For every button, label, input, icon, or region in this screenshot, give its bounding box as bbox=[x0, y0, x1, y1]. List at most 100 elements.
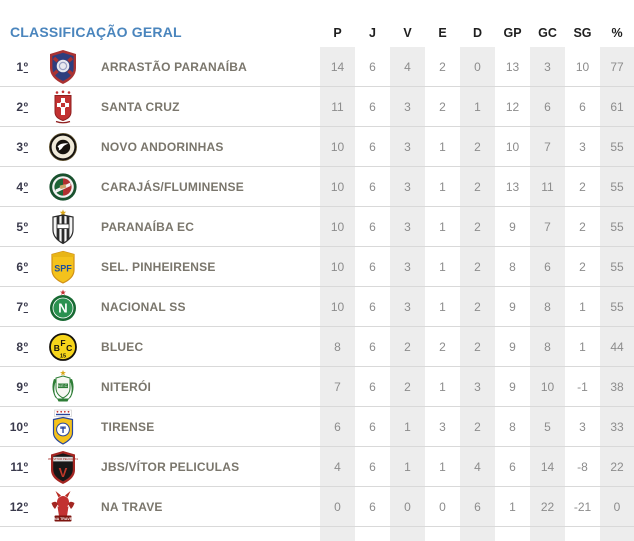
stat-j: 6 bbox=[369, 259, 376, 274]
stat-pct: 55 bbox=[600, 207, 634, 246]
stat-gp: 9 bbox=[509, 219, 516, 234]
stat-gc: 22 bbox=[530, 487, 565, 526]
stat-gc: 7 bbox=[530, 127, 565, 166]
stat-p: 4 bbox=[320, 447, 355, 486]
stat-j: 6 bbox=[369, 139, 376, 154]
stat-gc: 11 bbox=[530, 167, 565, 206]
stat-gp: 9 bbox=[509, 339, 516, 354]
table-footer-strip bbox=[0, 527, 634, 541]
team-name: SANTA CRUZ bbox=[101, 99, 180, 114]
svg-text:15: 15 bbox=[59, 353, 65, 359]
stat-p: 10 bbox=[320, 127, 355, 166]
stat-j: 6 bbox=[369, 499, 376, 514]
stat-sg: -1 bbox=[577, 379, 588, 394]
column-header-gc: GC bbox=[538, 26, 557, 40]
stat-pct: 0 bbox=[600, 487, 634, 526]
stat-v: 3 bbox=[390, 207, 425, 246]
stat-pct: 55 bbox=[600, 247, 634, 286]
column-header-gp: GP bbox=[503, 26, 522, 40]
stat-gp: 9 bbox=[509, 379, 516, 394]
column-header-v: V bbox=[403, 26, 412, 40]
stat-gp: 12 bbox=[505, 99, 520, 114]
column-header-d: D bbox=[472, 26, 483, 40]
stat-v: 3 bbox=[390, 87, 425, 126]
tirense-crest: T bbox=[30, 407, 95, 446]
column-header-p: P bbox=[333, 26, 342, 40]
svg-text:F: F bbox=[60, 338, 65, 348]
stat-sg: 2 bbox=[579, 259, 586, 274]
stat-p: 10 bbox=[320, 287, 355, 326]
svg-text:V: V bbox=[58, 465, 67, 480]
stat-pct: 55 bbox=[600, 287, 634, 326]
column-header-e: E bbox=[438, 26, 447, 40]
stat-d: 4 bbox=[460, 447, 495, 486]
stat-gp: 8 bbox=[509, 419, 516, 434]
column-header-pct: % bbox=[611, 26, 623, 40]
stat-pct: 55 bbox=[600, 127, 634, 166]
stat-p: 11 bbox=[320, 87, 355, 126]
team-name: PARANAÍBA EC bbox=[101, 219, 195, 234]
table-row: 12 º NA TRAVE NA TRAVE 0 6 0 0 6 1 22 -21… bbox=[0, 487, 634, 527]
stat-d: 3 bbox=[460, 367, 495, 406]
stat-gc: 6 bbox=[530, 247, 565, 286]
stat-e: 1 bbox=[439, 379, 446, 394]
stat-pct: 33 bbox=[600, 407, 634, 446]
stat-v: 3 bbox=[390, 127, 425, 166]
stat-v: 3 bbox=[390, 247, 425, 286]
stat-gc: 5 bbox=[530, 407, 565, 446]
stat-d: 2 bbox=[460, 207, 495, 246]
paranaiba-ec-crest bbox=[30, 207, 95, 246]
team-name: BLUEC bbox=[101, 339, 144, 354]
table-title: CLASSIFICAÇÃO GERAL bbox=[10, 24, 182, 40]
stat-pct: 38 bbox=[600, 367, 634, 406]
stat-sg: 2 bbox=[579, 219, 586, 234]
stat-gp: 8 bbox=[509, 259, 516, 274]
stat-pct: 44 bbox=[600, 327, 634, 366]
stat-pct: 61 bbox=[600, 87, 634, 126]
novo-andorinhas-crest bbox=[30, 127, 95, 166]
stat-sg: 10 bbox=[575, 59, 590, 74]
stat-gp: 1 bbox=[509, 499, 516, 514]
stat-d: 0 bbox=[460, 47, 495, 86]
team-name: JBS/VÍTOR PELICULAS bbox=[101, 459, 240, 474]
stat-d: 2 bbox=[460, 407, 495, 446]
stat-e: 2 bbox=[439, 59, 446, 74]
stat-sg: 1 bbox=[579, 299, 586, 314]
team-name: NOVO ANDORINHAS bbox=[101, 139, 224, 154]
stat-e: 1 bbox=[439, 459, 446, 474]
stat-p: 0 bbox=[320, 487, 355, 526]
stat-gp: 6 bbox=[509, 459, 516, 474]
stat-j: 6 bbox=[369, 339, 376, 354]
stat-e: 2 bbox=[439, 339, 446, 354]
svg-text:N.E.C.: N.E.C. bbox=[58, 384, 68, 388]
stat-d: 2 bbox=[460, 287, 495, 326]
stat-e: 1 bbox=[439, 259, 446, 274]
stat-j: 6 bbox=[369, 379, 376, 394]
santa-cruz-crest bbox=[30, 87, 95, 126]
column-header-j: J bbox=[369, 26, 376, 40]
stat-e: 1 bbox=[439, 299, 446, 314]
svg-text:SPF: SPF bbox=[54, 263, 72, 273]
table-row: 10 º T TIRENSE 6 6 1 3 2 8 5 3 33 bbox=[0, 407, 634, 447]
stat-j: 6 bbox=[369, 59, 376, 74]
arrastao-paranaiba-crest bbox=[30, 47, 95, 86]
stat-gc: 8 bbox=[530, 287, 565, 326]
jbs-vitor-peliculas-crest: JBS VITOR PELICULAS V bbox=[30, 447, 95, 486]
sel-pinheirense-crest: SPF bbox=[30, 247, 95, 286]
position-label: 11 º bbox=[10, 459, 28, 474]
stat-p: 8 bbox=[320, 327, 355, 366]
stat-sg: 6 bbox=[579, 99, 586, 114]
table-row: 11 º JBS VITOR PELICULAS V JBS/VÍTOR PELIC… bbox=[0, 447, 634, 487]
